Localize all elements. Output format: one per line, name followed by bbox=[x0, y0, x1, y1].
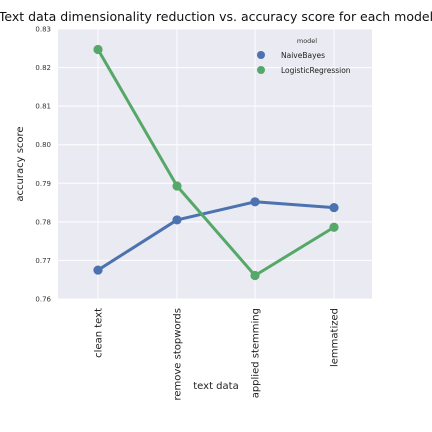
y-tick-label: 0.79 bbox=[35, 180, 51, 188]
legend-entry-label: NaiveBayes bbox=[281, 51, 325, 60]
y-tick-label: 0.82 bbox=[35, 64, 51, 72]
series-group bbox=[93, 44, 339, 281]
series-line bbox=[96, 48, 335, 277]
data-point bbox=[250, 270, 260, 281]
data-point bbox=[93, 44, 103, 55]
series-line bbox=[97, 200, 335, 272]
y-tick-label: 0.83 bbox=[35, 26, 51, 34]
y-tick-label: 0.78 bbox=[35, 218, 51, 226]
data-point bbox=[329, 202, 339, 213]
data-point bbox=[172, 181, 182, 191]
y-tick-label: 0.77 bbox=[35, 257, 51, 265]
y-tick-label: 0.80 bbox=[35, 141, 51, 149]
legend-title: model bbox=[297, 37, 317, 45]
x-tick-label: clean text bbox=[94, 308, 105, 358]
x-tick-label: applied stemming bbox=[251, 308, 262, 398]
legend-entry-label: LogisticRegression bbox=[281, 66, 351, 75]
data-point bbox=[172, 215, 182, 225]
grid bbox=[58, 28, 372, 300]
x-tick-labels: clean text remove stopwords applied stemmi… bbox=[94, 308, 341, 401]
legend-marker bbox=[257, 51, 265, 59]
x-tick-label: remove stopwords bbox=[173, 308, 184, 401]
y-axis-label: accuracy score bbox=[15, 126, 26, 201]
data-point bbox=[250, 197, 260, 207]
y-tick-label: 0.81 bbox=[35, 103, 51, 111]
data-point bbox=[93, 265, 103, 275]
x-axis-label: text data bbox=[193, 381, 238, 392]
plot-background bbox=[58, 29, 372, 299]
y-tick-label: 0.76 bbox=[35, 296, 51, 304]
chart-title: Text data dimensionality reduction vs. a… bbox=[0, 9, 432, 24]
data-point bbox=[329, 222, 339, 232]
legend-marker bbox=[257, 66, 265, 74]
x-tick-label: lemmatized bbox=[330, 308, 341, 367]
y-tick-labels: 0.76 0.77 0.78 0.79 0.80 0.81 0.82 0.83 bbox=[35, 26, 51, 304]
legend: model NaiveBayes LogisticRegression bbox=[257, 37, 351, 75]
